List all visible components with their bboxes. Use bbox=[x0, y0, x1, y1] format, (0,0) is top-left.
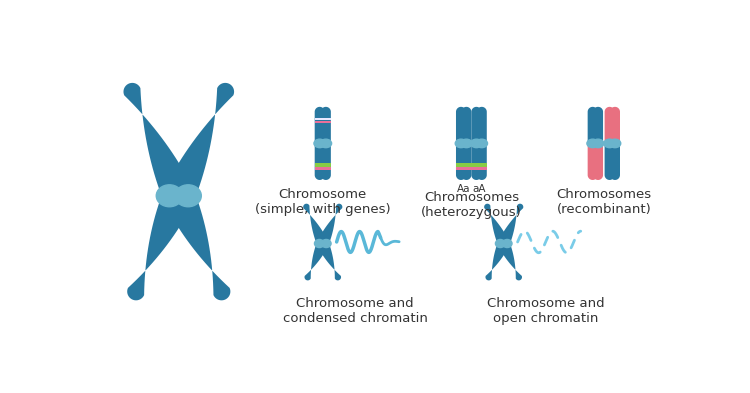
Polygon shape bbox=[317, 241, 341, 281]
Ellipse shape bbox=[503, 239, 512, 248]
Polygon shape bbox=[472, 107, 482, 180]
Polygon shape bbox=[498, 204, 523, 246]
Text: Chromosome and
condensed chromatin: Chromosome and condensed chromatin bbox=[283, 298, 428, 325]
Polygon shape bbox=[588, 143, 598, 180]
Bar bbox=[456, 167, 466, 170]
Polygon shape bbox=[610, 107, 620, 143]
Ellipse shape bbox=[321, 239, 331, 248]
Bar bbox=[321, 167, 331, 170]
Bar bbox=[472, 167, 482, 170]
Ellipse shape bbox=[604, 139, 615, 148]
Bar bbox=[315, 118, 325, 120]
Bar bbox=[461, 167, 472, 170]
Bar bbox=[456, 163, 466, 167]
Polygon shape bbox=[321, 107, 331, 180]
Bar bbox=[461, 163, 472, 167]
Text: Chromosome
(simple, with genes): Chromosome (simple, with genes) bbox=[255, 188, 391, 216]
Polygon shape bbox=[610, 143, 620, 180]
Polygon shape bbox=[604, 107, 614, 143]
Polygon shape bbox=[485, 241, 509, 281]
Polygon shape bbox=[593, 143, 603, 180]
Polygon shape bbox=[456, 107, 466, 180]
Ellipse shape bbox=[592, 139, 604, 148]
Polygon shape bbox=[498, 241, 522, 281]
Polygon shape bbox=[164, 189, 230, 300]
Bar bbox=[321, 163, 331, 167]
Text: Chromosomes
(heterozygous): Chromosomes (heterozygous) bbox=[421, 191, 522, 219]
Ellipse shape bbox=[476, 139, 488, 148]
Polygon shape bbox=[304, 241, 328, 281]
Ellipse shape bbox=[320, 139, 332, 148]
Ellipse shape bbox=[314, 139, 326, 148]
Ellipse shape bbox=[175, 185, 201, 207]
Bar bbox=[321, 121, 331, 123]
Ellipse shape bbox=[156, 185, 182, 207]
Ellipse shape bbox=[460, 139, 472, 148]
Ellipse shape bbox=[471, 139, 482, 148]
Polygon shape bbox=[593, 107, 603, 143]
Polygon shape bbox=[303, 204, 328, 246]
Text: Chromosomes
(recombinant): Chromosomes (recombinant) bbox=[556, 188, 652, 216]
Polygon shape bbox=[588, 107, 598, 143]
Polygon shape bbox=[128, 189, 194, 300]
Polygon shape bbox=[461, 107, 472, 180]
Bar bbox=[315, 163, 325, 167]
Polygon shape bbox=[317, 204, 342, 246]
Ellipse shape bbox=[609, 139, 621, 148]
Ellipse shape bbox=[587, 139, 598, 148]
Ellipse shape bbox=[496, 239, 506, 248]
Polygon shape bbox=[124, 83, 194, 202]
Ellipse shape bbox=[455, 139, 466, 148]
Polygon shape bbox=[604, 143, 614, 180]
Bar bbox=[315, 121, 325, 123]
Polygon shape bbox=[315, 107, 325, 180]
Bar bbox=[315, 167, 325, 170]
Polygon shape bbox=[484, 204, 509, 246]
Bar bbox=[321, 118, 331, 120]
Polygon shape bbox=[164, 83, 234, 202]
Bar bbox=[477, 167, 487, 170]
Text: aA: aA bbox=[472, 184, 486, 194]
Polygon shape bbox=[477, 107, 487, 180]
Bar bbox=[472, 163, 482, 167]
Bar bbox=[477, 163, 487, 167]
Text: Chromosome and
open chromatin: Chromosome and open chromatin bbox=[488, 298, 605, 325]
Text: Aa: Aa bbox=[457, 184, 470, 194]
Ellipse shape bbox=[314, 239, 324, 248]
